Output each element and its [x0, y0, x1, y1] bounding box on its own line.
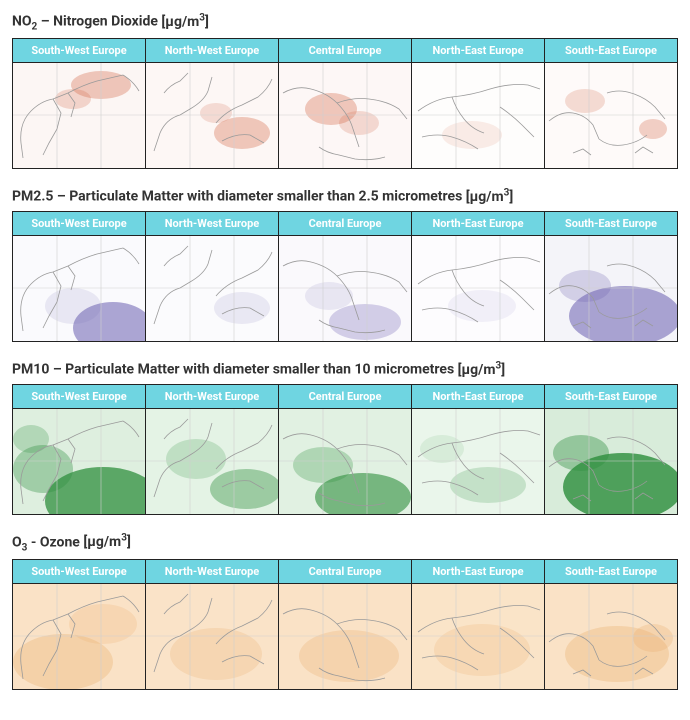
map-column: Central Europe	[279, 212, 412, 341]
map-cell	[13, 584, 145, 689]
map-column: South-West Europe	[13, 560, 146, 689]
map-cell	[545, 63, 677, 168]
region-header: Central Europe	[279, 39, 411, 63]
region-header: South-East Europe	[545, 560, 677, 584]
section-title: NO2 – Nitrogen Dioxide [µg/m3]	[12, 12, 678, 32]
map-cell	[545, 584, 677, 689]
section-title: PM10 – Particulate Matter with diameter …	[12, 360, 678, 378]
region-header: North-West Europe	[146, 385, 278, 409]
map-cell	[412, 584, 544, 689]
region-header: North-West Europe	[146, 560, 278, 584]
map-column: South-West Europe	[13, 39, 146, 168]
map-column: South-East Europe	[545, 212, 677, 341]
map-column: Central Europe	[279, 39, 412, 168]
map-cell	[545, 409, 677, 514]
map-cell	[412, 409, 544, 514]
map-column: South-East Europe	[545, 560, 677, 689]
section-title: PM2.5 – Particulate Matter with diameter…	[12, 187, 678, 205]
region-header: North-East Europe	[412, 39, 544, 63]
pollutant-section-pm10: PM10 – Particulate Matter with diameter …	[12, 360, 678, 515]
map-grid: South-West Europe North-West Europe Cent…	[12, 384, 678, 515]
map-column: North-East Europe	[412, 212, 545, 341]
map-grid: South-West Europe North-West Europe Cent…	[12, 559, 678, 690]
map-cell	[545, 236, 677, 341]
region-header: North-East Europe	[412, 385, 544, 409]
map-column: South-East Europe	[545, 39, 677, 168]
map-column: Central Europe	[279, 385, 412, 514]
map-grid: South-West Europe North-West Europe Cent…	[12, 38, 678, 169]
region-header: North-West Europe	[146, 212, 278, 236]
map-column: North-East Europe	[412, 39, 545, 168]
map-column: South-West Europe	[13, 212, 146, 341]
map-column: South-East Europe	[545, 385, 677, 514]
pollutant-section-no2: NO2 – Nitrogen Dioxide [µg/m3] South-West…	[12, 12, 678, 169]
map-column: North-East Europe	[412, 385, 545, 514]
map-cell	[146, 236, 278, 341]
region-header: Central Europe	[279, 385, 411, 409]
map-column: South-West Europe	[13, 385, 146, 514]
map-cell	[412, 236, 544, 341]
region-header: South-West Europe	[13, 385, 145, 409]
map-cell	[13, 409, 145, 514]
region-header: North-East Europe	[412, 560, 544, 584]
map-cell	[279, 584, 411, 689]
region-header: North-East Europe	[412, 212, 544, 236]
map-column: North-West Europe	[146, 560, 279, 689]
region-header: South-West Europe	[13, 39, 145, 63]
map-column: North-West Europe	[146, 39, 279, 168]
map-cell	[13, 63, 145, 168]
section-title: O3 - Ozone [µg/m3]	[12, 533, 678, 553]
map-cell	[146, 409, 278, 514]
map-grid: South-West Europe North-West Europe Cent…	[12, 211, 678, 342]
region-header: Central Europe	[279, 212, 411, 236]
map-column: North-West Europe	[146, 385, 279, 514]
map-cell	[146, 63, 278, 168]
map-cell	[412, 63, 544, 168]
map-column: North-West Europe	[146, 212, 279, 341]
region-header: South-East Europe	[545, 385, 677, 409]
region-header: South-West Europe	[13, 212, 145, 236]
map-column: Central Europe	[279, 560, 412, 689]
map-cell	[13, 236, 145, 341]
map-cell	[146, 584, 278, 689]
region-header: North-West Europe	[146, 39, 278, 63]
map-cell	[279, 409, 411, 514]
map-cell	[279, 63, 411, 168]
pollutant-section-pm25: PM2.5 – Particulate Matter with diameter…	[12, 187, 678, 342]
region-header: South-East Europe	[545, 212, 677, 236]
region-header: Central Europe	[279, 560, 411, 584]
region-header: South-West Europe	[13, 560, 145, 584]
map-column: North-East Europe	[412, 560, 545, 689]
region-header: South-East Europe	[545, 39, 677, 63]
pollutant-section-o3: O3 - Ozone [µg/m3] South-West Europe Nort…	[12, 533, 678, 690]
map-cell	[279, 236, 411, 341]
pollutant-grid-root: NO2 – Nitrogen Dioxide [µg/m3] South-West…	[12, 12, 678, 690]
